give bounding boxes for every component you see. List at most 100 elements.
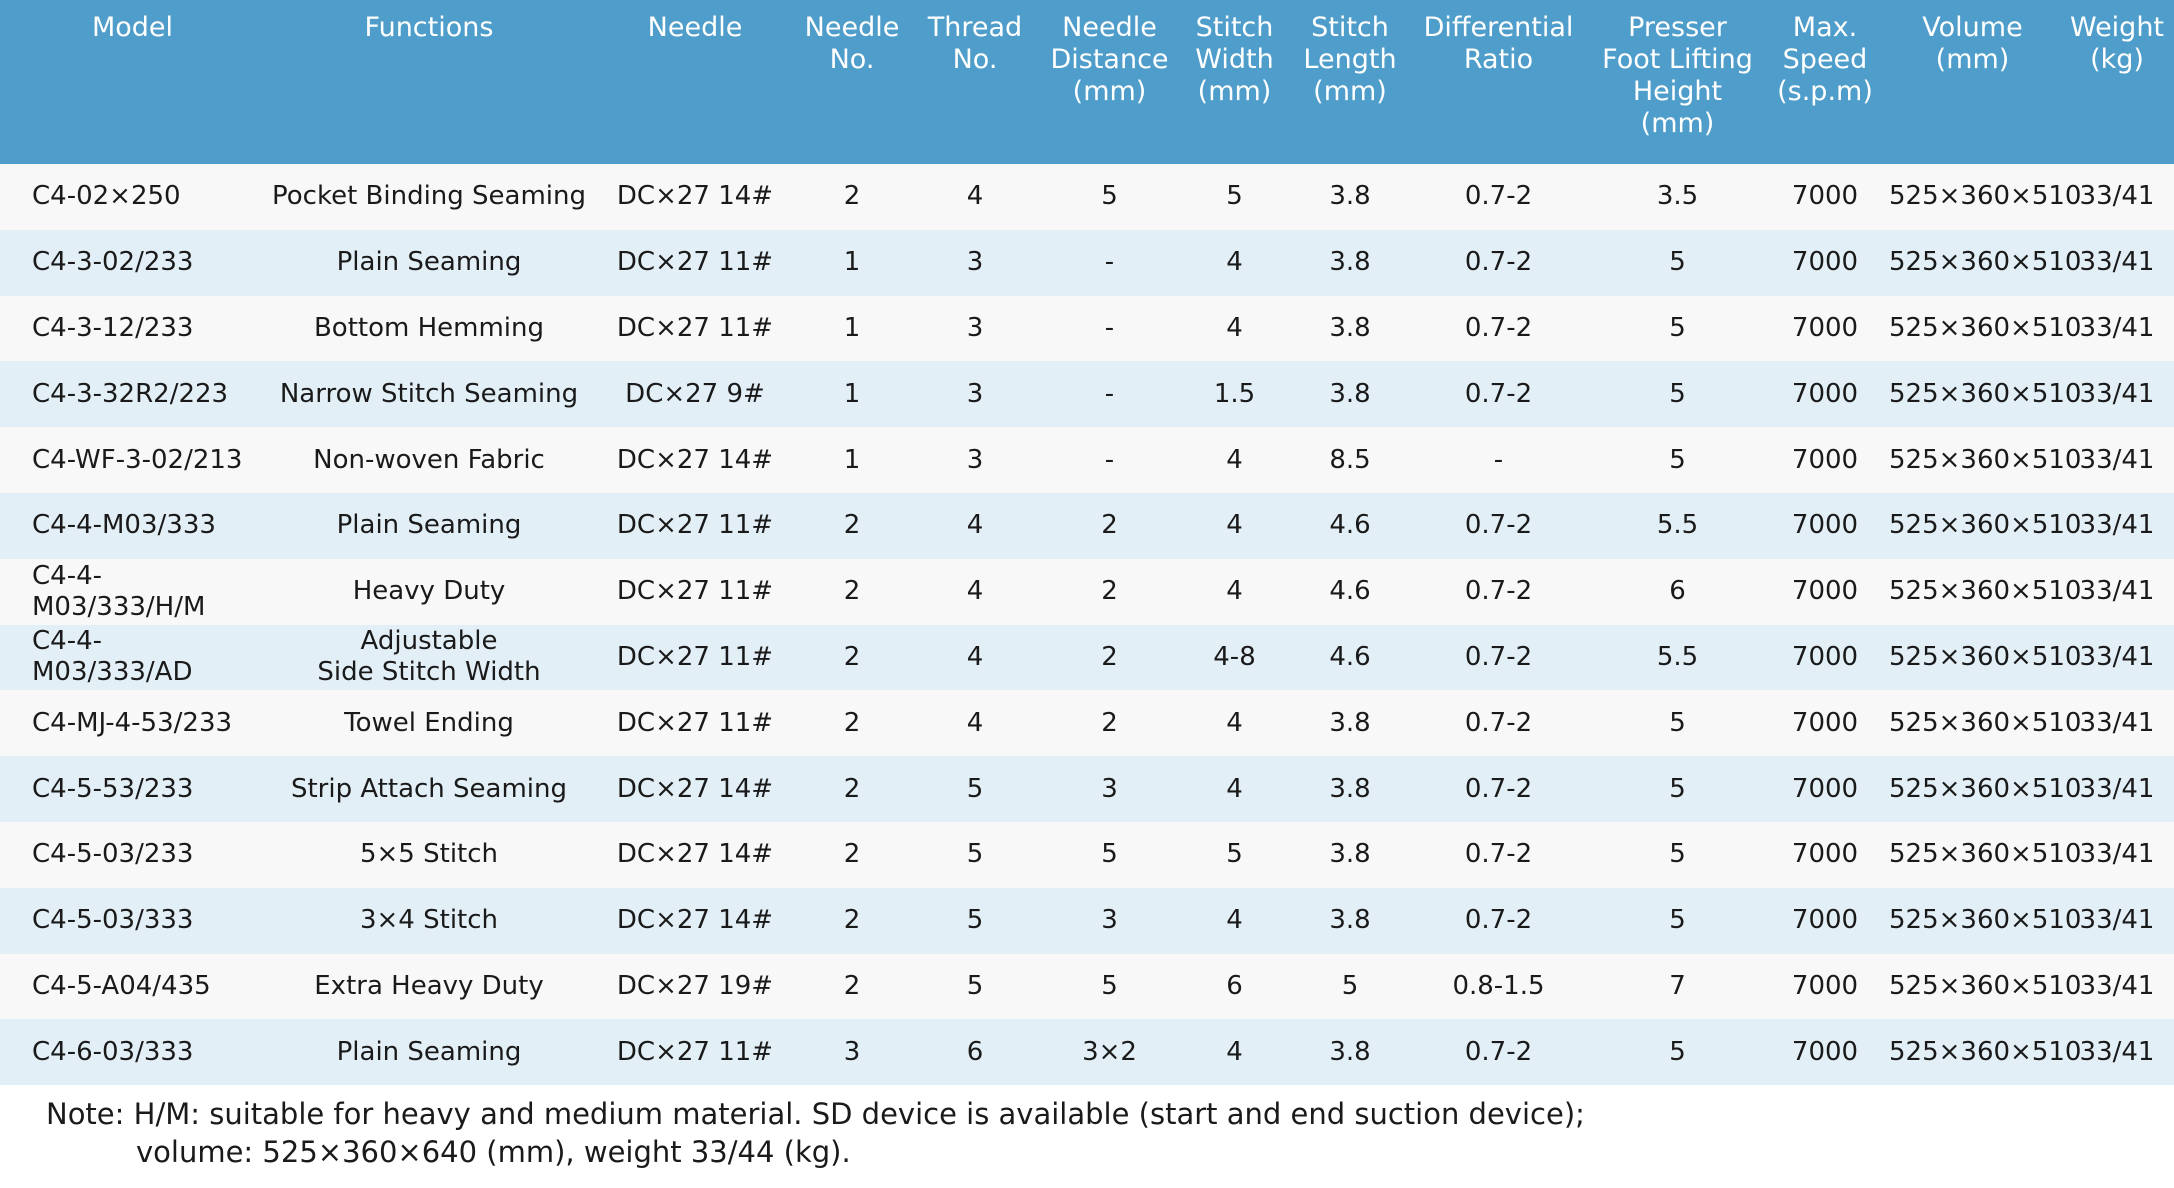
table-cell: 33/41 <box>2060 427 2174 493</box>
table-cell: Strip Attach Seaming <box>265 756 593 822</box>
table-cell: Extra Heavy Duty <box>265 953 593 1020</box>
table-cell: 2 <box>797 756 907 822</box>
table-cell: 4.6 <box>1293 558 1407 625</box>
table-cell: 7000 <box>1765 953 1885 1020</box>
table-cell: 0.7-2 <box>1407 361 1590 428</box>
table-cell: 5 <box>1590 887 1765 954</box>
table-cell: 7000 <box>1765 229 1885 296</box>
table-cell: 0.8-1.5 <box>1407 953 1590 1020</box>
table-cell: 7000 <box>1765 624 1885 691</box>
table-cell: 5 <box>907 887 1043 954</box>
table-cell: 0.7-2 <box>1407 756 1590 822</box>
model-cell: C4-WF-3-02/213 <box>0 427 265 493</box>
table-row: C4-5-53/233 Strip Attach Seaming DC×27 14#… <box>0 756 2174 822</box>
table-cell: 5 <box>1293 953 1407 1020</box>
table-cell: 3×2 <box>1043 1019 1176 1086</box>
table-cell: 0.7-2 <box>1407 887 1590 954</box>
table-cell: 3 <box>907 427 1043 493</box>
table-cell: 33/41 <box>2060 756 2174 822</box>
table-cell: 525×360×510 <box>1885 361 2081 428</box>
table-row: C4-4-M03/333/H/M Heavy Duty DC×27 11# 2 4 2 4 4… <box>0 558 2174 625</box>
table-cell: 1 <box>797 427 907 493</box>
table-row: C4-WF-3-02/213 Non-woven Fabric DC×27 14# 1… <box>0 427 2174 493</box>
table-row: C4-02×250 Pocket Binding Seaming DC×27 14#… <box>0 164 2174 230</box>
column-header: Max. Speed (s.p.m) <box>1765 0 1885 164</box>
table-cell: 1 <box>797 361 907 428</box>
table-cell: 2 <box>797 558 907 625</box>
footnote-line-2: volume: 525×360×640 (mm), weight 33/44 (… <box>136 1135 851 1170</box>
table-cell: 33/41 <box>2060 295 2174 362</box>
table-cell: 3.8 <box>1293 887 1407 954</box>
table-cell: 2 <box>797 164 907 230</box>
table-cell: 525×360×510 <box>1885 229 2081 296</box>
table-cell: 0.7-2 <box>1407 295 1590 362</box>
table-cell: 5 <box>907 953 1043 1020</box>
table-cell: 4 <box>1176 690 1293 757</box>
table-cell: Towel Ending <box>265 690 593 757</box>
table-cell: 2 <box>797 887 907 954</box>
table-cell: 1.5 <box>1176 361 1293 428</box>
table-cell: 5 <box>1590 295 1765 362</box>
table-body: C4-02×250 Pocket Binding Seaming DC×27 14#… <box>0 164 2174 1086</box>
table-cell: 525×360×510 <box>1885 887 2081 954</box>
table-cell: 525×360×510 <box>1885 821 2081 888</box>
column-header: Differential Ratio <box>1407 0 1590 164</box>
model-cell: C4-4-M03/333/H/M <box>0 558 265 625</box>
table-cell: DC×27 11# <box>593 229 797 296</box>
table-cell: 4 <box>1176 558 1293 625</box>
table-cell: 4 <box>1176 887 1293 954</box>
table-cell: 5 <box>1590 361 1765 428</box>
table-cell: 525×360×510 <box>1885 690 2081 757</box>
table-cell: 4 <box>907 624 1043 691</box>
table-cell: 1 <box>797 229 907 296</box>
table-row: C4-6-03/333 Plain Seaming DC×27 11# 3 6 3×2 4 3… <box>0 1019 2174 1086</box>
header-row: Model Functions Needle Needle No. Thread No.… <box>0 0 2174 164</box>
table-cell: DC×27 11# <box>593 690 797 757</box>
table-cell: 2 <box>1043 624 1176 691</box>
table-cell: 525×360×510 <box>1885 295 2081 362</box>
table-cell: 7000 <box>1765 427 1885 493</box>
column-header: Thread No. <box>907 0 1043 164</box>
table-cell: DC×27 14# <box>593 427 797 493</box>
table-cell: 3.8 <box>1293 1019 1407 1086</box>
model-cell: C4-5-53/233 <box>0 756 265 822</box>
table-cell: 4 <box>907 164 1043 230</box>
table-cell: 525×360×510 <box>1885 953 2081 1020</box>
table-cell: - <box>1043 229 1176 296</box>
table-row: C4-3-32R2/223 Narrow Stitch Seaming DC×27 … <box>0 361 2174 428</box>
table-cell: 0.7-2 <box>1407 492 1590 559</box>
table-row: C4-3-02/233 Plain Seaming DC×27 11# 1 3-4 3.8… <box>0 229 2174 296</box>
column-header: Stitch Length (mm) <box>1293 0 1407 164</box>
table-cell: 7000 <box>1765 164 1885 230</box>
table-row: C4-MJ-4-53/233 Towel Ending DC×27 11# 2 4 2 4 3… <box>0 690 2174 757</box>
table-cell: 4-8 <box>1176 624 1293 691</box>
table-cell: 3 <box>1043 756 1176 822</box>
table-cell: 3.8 <box>1293 295 1407 362</box>
table-cell: 0.7-2 <box>1407 821 1590 888</box>
table-row: C4-4-M03/333/AD Adjustable Side Stitch Wi… <box>0 624 2174 691</box>
table-cell: 5 <box>1590 821 1765 888</box>
table-cell: 33/41 <box>2060 887 2174 954</box>
table-cell: 3.8 <box>1293 821 1407 888</box>
table-cell: 2 <box>797 690 907 757</box>
table-cell: 7000 <box>1765 690 1885 757</box>
table-cell: 6 <box>907 1019 1043 1086</box>
table-cell: 7000 <box>1765 756 1885 822</box>
table-row: C4-5-03/333 3×4 Stitch DC×27 14# 2 5 3 4 3.8 0.7… <box>0 887 2174 954</box>
table-cell: 3 <box>907 295 1043 362</box>
table-cell: Narrow Stitch Seaming <box>265 361 593 428</box>
table-cell: 33/41 <box>2060 624 2174 691</box>
table-cell: 3.5 <box>1590 164 1765 230</box>
model-cell: C4-5-A04/435 <box>0 953 265 1020</box>
table-cell: DC×27 14# <box>593 756 797 822</box>
table-cell: 0.7-2 <box>1407 624 1590 691</box>
table-cell: 5 <box>1590 1019 1765 1086</box>
table-cell: 5.5 <box>1590 492 1765 559</box>
table-cell: 4.6 <box>1293 624 1407 691</box>
table-cell: 7000 <box>1765 887 1885 954</box>
table-cell: 5.5 <box>1590 624 1765 691</box>
table-cell: 2 <box>1043 492 1176 559</box>
table-cell: DC×27 14# <box>593 164 797 230</box>
table-cell: 4 <box>907 690 1043 757</box>
model-cell: C4-6-03/333 <box>0 1019 265 1086</box>
